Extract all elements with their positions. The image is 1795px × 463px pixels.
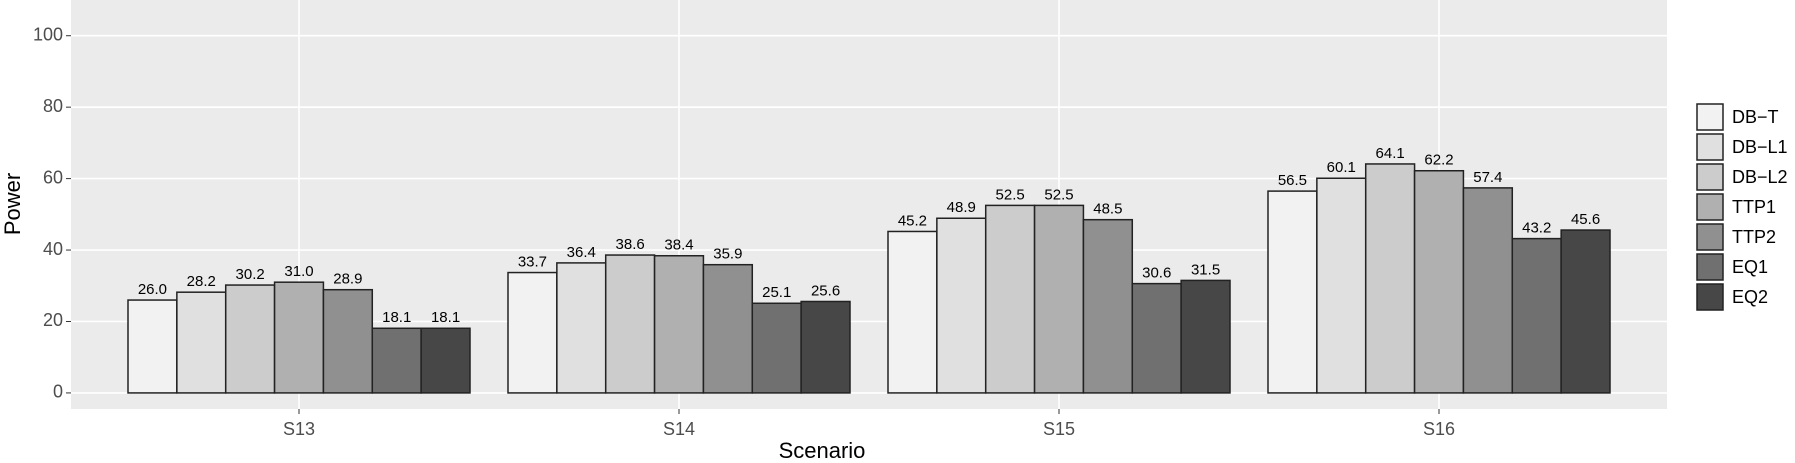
bar [1413, 169, 1465, 394]
bar [751, 302, 802, 394]
bar [127, 299, 178, 394]
bar [224, 284, 276, 394]
value-label: 52.5 [996, 186, 1025, 203]
bar [887, 230, 938, 394]
bar [1033, 204, 1085, 394]
legend-key [1696, 133, 1724, 161]
bar [1462, 187, 1514, 394]
bar [371, 327, 422, 394]
value-label: 36.4 [567, 244, 596, 261]
bar [800, 300, 851, 394]
value-label: 45.2 [898, 212, 927, 229]
bar [273, 281, 325, 394]
bar [702, 263, 754, 394]
legend-key [1696, 193, 1724, 221]
legend-label: DB−L2 [1732, 167, 1788, 187]
value-label: 25.1 [762, 284, 791, 301]
legend-label: TTP2 [1732, 227, 1776, 247]
bar [936, 217, 987, 394]
value-label: 48.5 [1093, 201, 1122, 218]
bar [1560, 229, 1611, 394]
legend-label: DB−T [1732, 107, 1779, 127]
value-label: 28.2 [187, 273, 216, 290]
value-label: 56.5 [1278, 172, 1307, 189]
bar [984, 204, 1036, 394]
value-label: 26.0 [138, 281, 167, 298]
value-label: 33.7 [518, 254, 547, 271]
value-label: 48.9 [947, 199, 976, 216]
bar [1082, 218, 1134, 394]
y-tick-label: 100 [33, 24, 63, 44]
bar [176, 291, 227, 394]
value-label: 31.0 [284, 263, 313, 280]
legend-key [1696, 253, 1724, 281]
bar [420, 327, 471, 394]
value-label: 43.2 [1522, 220, 1551, 237]
value-label: 25.6 [811, 282, 840, 299]
value-label: 28.9 [333, 271, 362, 288]
x-axis-label: Scenario [779, 438, 866, 463]
value-label: 35.9 [713, 246, 742, 263]
value-label: 64.1 [1376, 145, 1405, 162]
value-label: 18.1 [431, 309, 460, 326]
y-tick-label: 40 [43, 239, 63, 259]
y-tick-label: 60 [43, 167, 63, 187]
bar [1131, 282, 1182, 394]
value-label: 38.4 [664, 237, 693, 254]
legend-key [1696, 163, 1724, 191]
bar [1364, 163, 1416, 394]
legend-key [1696, 103, 1724, 131]
bar [653, 255, 705, 394]
bar [322, 288, 374, 394]
legend-key [1696, 223, 1724, 251]
value-label: 52.5 [1044, 186, 1073, 203]
bar [604, 254, 656, 394]
bar [507, 271, 558, 394]
y-tick-label: 0 [53, 382, 63, 402]
bar [1180, 279, 1231, 394]
value-label: 30.2 [236, 266, 265, 283]
value-label: 18.1 [382, 309, 411, 326]
bar [1267, 190, 1318, 394]
value-label: 45.6 [1571, 211, 1600, 228]
legend-key [1696, 283, 1724, 311]
legend-label: DB−L1 [1732, 137, 1788, 157]
x-tick-label: S14 [663, 419, 695, 439]
x-tick-label: S16 [1423, 419, 1455, 439]
bar [1511, 237, 1562, 394]
bar [556, 262, 607, 394]
y-tick-label: 80 [43, 96, 63, 116]
value-label: 31.5 [1191, 261, 1220, 278]
value-label: 62.2 [1424, 152, 1453, 169]
x-tick-label: S15 [1043, 419, 1075, 439]
x-tick-label: S13 [283, 419, 315, 439]
value-label: 60.1 [1327, 159, 1356, 176]
legend-label: TTP1 [1732, 197, 1776, 217]
legend-label: EQ1 [1732, 257, 1768, 277]
bar [1316, 177, 1367, 394]
value-label: 57.4 [1473, 169, 1502, 186]
y-axis-label: Power [0, 173, 25, 235]
y-tick-label: 20 [43, 310, 63, 330]
value-label: 38.6 [616, 236, 645, 253]
legend-label: EQ2 [1732, 287, 1768, 307]
value-label: 30.6 [1142, 265, 1171, 282]
